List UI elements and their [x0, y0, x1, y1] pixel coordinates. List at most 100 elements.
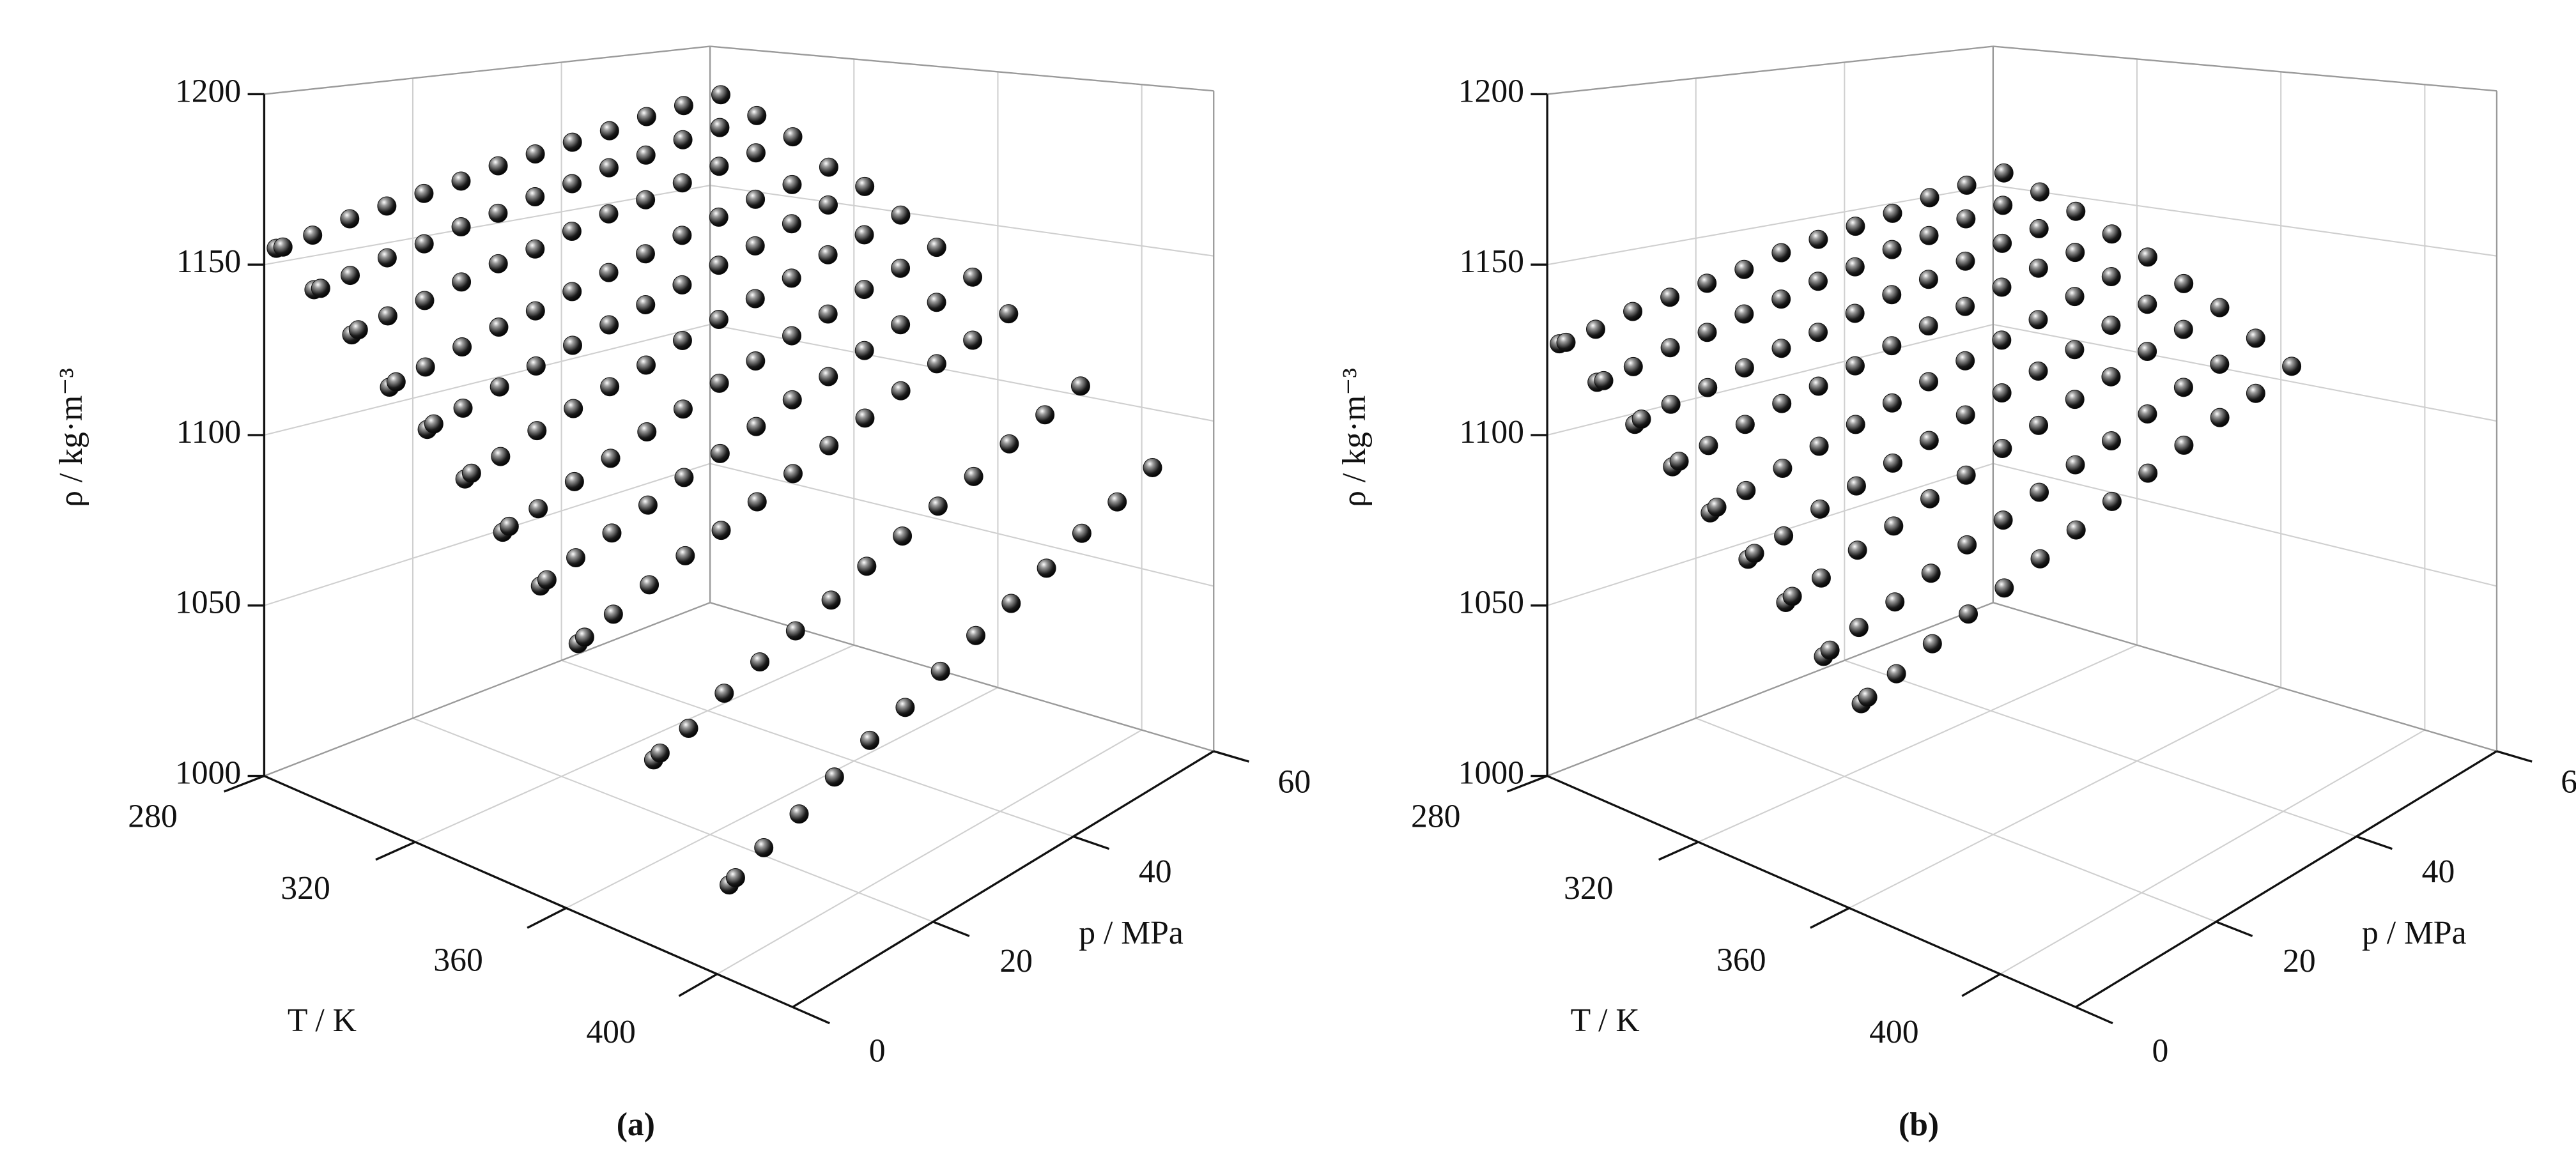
data-point [636, 355, 656, 375]
data-point [562, 132, 582, 152]
data-point [1918, 316, 1938, 336]
data-point [710, 118, 730, 137]
data-point [1885, 592, 1905, 612]
data-point [1883, 453, 1902, 473]
grid-line [561, 659, 1074, 838]
data-point [1955, 251, 1975, 271]
y-tick-label: 0 [2152, 1033, 2168, 1069]
data-point [2138, 342, 2157, 362]
data-point [1001, 593, 1021, 613]
data-point [1734, 358, 1754, 378]
data-point [525, 301, 545, 321]
data-point [709, 310, 729, 330]
x-tick-label: 320 [1564, 870, 1613, 907]
x-tick [1506, 775, 1548, 793]
x-tick [1658, 841, 1699, 861]
data-point [1882, 393, 1902, 413]
data-point [1771, 243, 1791, 263]
data-point [672, 331, 692, 350]
data-point [2282, 356, 2302, 376]
x-tick [678, 973, 718, 997]
data-point [927, 354, 946, 374]
data-point [672, 275, 692, 295]
data-point [675, 546, 695, 565]
data-point [783, 464, 803, 484]
y-axis [792, 750, 1215, 1008]
z-tick-label: 1100 [1460, 414, 1524, 450]
data-point [673, 130, 693, 149]
data-point [537, 570, 557, 590]
y-tick [1213, 750, 1249, 763]
y-tick [1073, 835, 1110, 850]
z-tick-label: 1000 [1458, 754, 1524, 791]
data-point [1993, 510, 2013, 530]
grid-line [1993, 185, 2497, 257]
data-point [562, 282, 582, 302]
data-point [860, 730, 880, 750]
data-point [782, 390, 802, 410]
data-point [273, 237, 293, 257]
data-point [602, 523, 622, 543]
x-tick-label: 320 [281, 870, 330, 907]
data-point [999, 304, 1019, 324]
data-point [1697, 323, 1717, 342]
data-point [525, 187, 545, 207]
data-point [819, 157, 838, 177]
data-point [1810, 499, 1830, 519]
data-point [564, 471, 584, 491]
data-point [488, 254, 508, 273]
data-point [378, 306, 397, 326]
data-point [709, 373, 729, 393]
data-point [1698, 378, 1718, 397]
x-tick-label: 280 [1411, 798, 1460, 834]
data-point [1882, 336, 1902, 356]
z-tick-label: 1050 [1458, 585, 1524, 621]
data-point [782, 174, 802, 194]
data-point [1919, 431, 1939, 450]
data-point [1846, 476, 1866, 496]
data-point [453, 398, 473, 418]
data-point [1707, 497, 1727, 517]
data-point [1809, 323, 1828, 342]
z-tick-label: 1000 [175, 754, 241, 791]
data-point [1623, 302, 1643, 321]
data-point [1919, 226, 1939, 245]
data-point [1957, 175, 1977, 195]
data-point [451, 171, 471, 191]
data-point [1809, 229, 1828, 249]
data-point [377, 196, 397, 216]
data-point [789, 804, 809, 824]
data-point [1884, 516, 1904, 536]
x-tick-label: 400 [586, 1014, 635, 1050]
data-point [1660, 338, 1680, 358]
data-point [1992, 330, 2012, 350]
grid-line [1695, 717, 2217, 923]
data-point [1631, 410, 1651, 429]
data-point [1697, 273, 1717, 293]
x-tick [1810, 907, 1850, 929]
data-point [855, 176, 875, 196]
data-point [2065, 455, 2085, 475]
x-tick [527, 907, 567, 929]
data-point [709, 207, 729, 227]
data-point [341, 266, 360, 286]
data-point [1772, 394, 1792, 413]
z-tick-label: 1150 [176, 243, 241, 280]
data-point [2028, 361, 2048, 381]
x-tick-label: 400 [1869, 1014, 1918, 1050]
data-point [525, 144, 545, 164]
x-tick-label: 280 [128, 798, 177, 834]
data-point [601, 448, 621, 468]
data-point [1809, 272, 1828, 291]
data-point [672, 226, 692, 245]
data-point [636, 107, 656, 126]
data-point [821, 590, 841, 610]
grid-line [412, 717, 934, 923]
grid-line [1844, 659, 2357, 838]
grid-line [264, 463, 711, 606]
box-edge [264, 602, 711, 777]
data-point [782, 268, 801, 288]
data-point [311, 279, 330, 298]
z-tick-label: 1200 [175, 73, 241, 109]
data-point [1882, 240, 1902, 259]
